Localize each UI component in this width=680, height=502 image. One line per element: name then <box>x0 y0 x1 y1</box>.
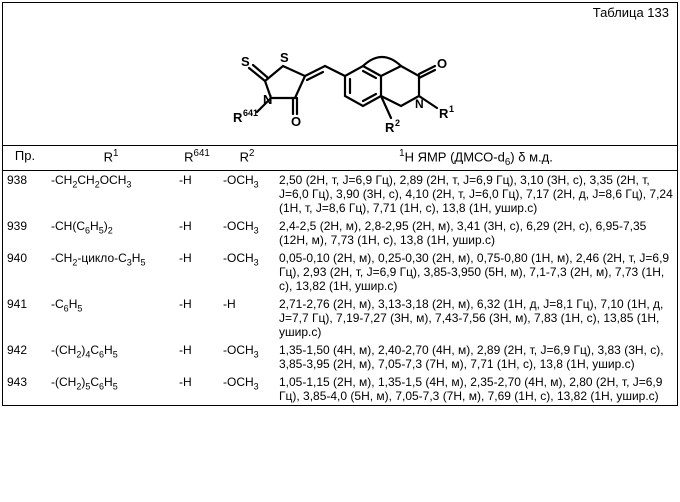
cell-r1: -C6H5 <box>47 295 175 341</box>
cell-pr: 938 <box>3 170 47 217</box>
label-n-lactam: N <box>415 97 424 111</box>
table-container: Таблица 133 <box>2 2 678 406</box>
cell-r1: -CH(C6H5)2 <box>47 217 175 249</box>
cell-pr: 940 <box>3 249 47 295</box>
cell-pr: 942 <box>3 341 47 373</box>
table-caption: Таблица 133 <box>3 3 677 22</box>
col-header-r1: R1 <box>47 146 175 171</box>
cell-nmr: 2,4-2,5 (2H, м), 2,8-2,95 (2H, м), 3,41 … <box>275 217 677 249</box>
cell-r2: -OCH3 <box>219 170 275 217</box>
table-row: 942-(CH2)4C6H5-H-OCH31,35-1,50 (4H, м), … <box>3 341 677 373</box>
cell-r641: -H <box>175 295 219 341</box>
table-body: 938-CH2CH2OCH3-H-OCH32,50 (2H, т, J=6,9 … <box>3 170 677 405</box>
cell-r2: -OCH3 <box>219 249 275 295</box>
table-row: 943-(CH2)5C6H5-H-OCH31,05-1,15 (2H, м), … <box>3 373 677 405</box>
label-r1: R <box>439 106 449 121</box>
table-header-row: Пр. R1 R641 R2 1Н ЯМР (ДМСО-d6) δ м.д. <box>3 146 677 171</box>
cell-pr: 941 <box>3 295 47 341</box>
label-s-thione: S <box>241 54 250 69</box>
table-row: 941-C6H5-H-H2,71-2,76 (2H, м), 3,13-3,18… <box>3 295 677 341</box>
cell-nmr: 2,71-2,76 (2H, м), 3,13-3,18 (2H, м), 6,… <box>275 295 677 341</box>
cell-pr: 943 <box>3 373 47 405</box>
cell-nmr: 2,50 (2H, т, J=6,9 Гц), 2,89 (2H, т, J=6… <box>275 170 677 217</box>
cell-nmr: 1,05-1,15 (2H, м), 1,35-1,5 (4H, м), 2,3… <box>275 373 677 405</box>
label-o-lactam: O <box>437 56 447 71</box>
col-header-pr: Пр. <box>3 146 47 171</box>
cell-r641: -H <box>175 170 219 217</box>
col-header-r2: R2 <box>219 146 275 171</box>
cell-r2: -OCH3 <box>219 217 275 249</box>
cell-r2: -OCH3 <box>219 373 275 405</box>
cell-r1: -CH2-цикло-C3H5 <box>47 249 175 295</box>
cell-r1: -(CH2)5C6H5 <box>47 373 175 405</box>
label-r1-sup: 1 <box>449 104 454 114</box>
cell-r2: -H <box>219 295 275 341</box>
cell-nmr: 1,35-1,50 (4H, м), 2,40-2,70 (4H, м), 2,… <box>275 341 677 373</box>
cell-nmr: 0,05-0,10 (2H, м), 0,25-0,30 (2H, м), 0,… <box>275 249 677 295</box>
cell-r641: -H <box>175 249 219 295</box>
table-row: 939-CH(C6H5)2-H-OCH32,4-2,5 (2H, м), 2,8… <box>3 217 677 249</box>
cell-r641: -H <box>175 341 219 373</box>
label-o-thiaz: O <box>291 114 301 129</box>
col-header-r641: R641 <box>175 146 219 171</box>
cell-r1: -CH2CH2OCH3 <box>47 170 175 217</box>
cell-pr: 939 <box>3 217 47 249</box>
cell-r641: -H <box>175 373 219 405</box>
cell-r641: -H <box>175 217 219 249</box>
label-s-ring: S <box>280 50 289 65</box>
label-r2: R <box>385 120 395 135</box>
table-row: 940-CH2-цикло-C3H5-H-OCH30,05-0,10 (2H, … <box>3 249 677 295</box>
label-r2-sup: 2 <box>395 118 400 128</box>
label-r641: R <box>233 110 243 125</box>
cell-r2: -OCH3 <box>219 341 275 373</box>
label-n-thiaz: N <box>263 92 272 107</box>
cell-r1: -(CH2)4C6H5 <box>47 341 175 373</box>
chemical-structure: S S N O O N R 641 R 1 R 2 <box>3 22 677 145</box>
table-row: 938-CH2CH2OCH3-H-OCH32,50 (2H, т, J=6,9 … <box>3 170 677 217</box>
nmr-data-table: Пр. R1 R641 R2 1Н ЯМР (ДМСО-d6) δ м.д. 9… <box>3 145 677 405</box>
col-header-nmr: 1Н ЯМР (ДМСО-d6) δ м.д. <box>275 146 677 171</box>
label-r641-sup: 641 <box>243 108 258 118</box>
